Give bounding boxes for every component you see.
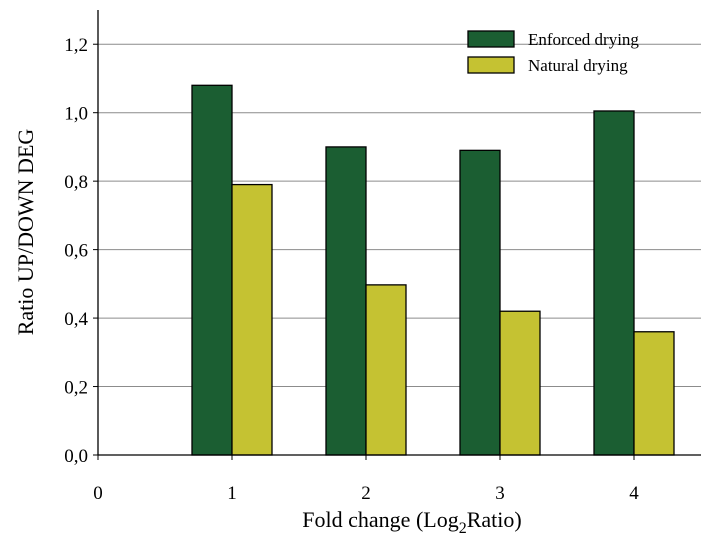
x-tick-label: 0	[93, 483, 103, 504]
x-axis-title-tail: Ratio)	[467, 507, 522, 532]
y-tick-label: 1,0	[64, 104, 88, 125]
legend-label: Enforced drying	[528, 30, 639, 49]
x-axis-title-subscript: 2	[459, 520, 467, 536]
x-tick-label: 4	[629, 483, 639, 504]
x-axis-title-main: Fold change (Log	[302, 507, 458, 532]
bar-natural-2	[365, 284, 407, 456]
bar-natural-1	[231, 183, 273, 456]
x-axis-title: Fold change (Log2Ratio)	[302, 507, 521, 536]
x-tick-label: 1	[227, 483, 237, 504]
bar-natural-3	[499, 310, 541, 456]
y-tick-labels: 0,0 0,2 0,4 0,6 0,8 1,0 1,2	[64, 35, 88, 467]
y-tick-label: 0,6	[64, 241, 88, 262]
x-tick-label: 3	[495, 483, 505, 504]
bar-natural-4	[633, 331, 675, 456]
x-tick-label: 2	[361, 483, 371, 504]
y-axis-title: Ratio UP/DOWN DEG	[13, 129, 38, 336]
y-tick-label: 0,0	[64, 446, 88, 467]
legend-swatch	[467, 56, 515, 74]
legend-swatch	[467, 30, 515, 48]
bar-enforced-4	[593, 110, 635, 456]
legend: Enforced drying Natural drying	[467, 30, 639, 75]
y-tick-label: 0,4	[64, 309, 88, 330]
y-tick-label: 0,8	[64, 172, 88, 193]
bar-enforced-2	[325, 146, 367, 456]
y-tick-label: 0,2	[64, 378, 88, 399]
bars	[191, 84, 675, 456]
bar-enforced-1	[191, 84, 233, 456]
legend-label: Natural drying	[528, 56, 628, 75]
y-tick-label: 1,2	[64, 35, 88, 56]
axes	[93, 10, 701, 460]
bar-enforced-3	[459, 149, 501, 456]
x-tick-labels: 0 1 2 3 4	[93, 483, 639, 504]
